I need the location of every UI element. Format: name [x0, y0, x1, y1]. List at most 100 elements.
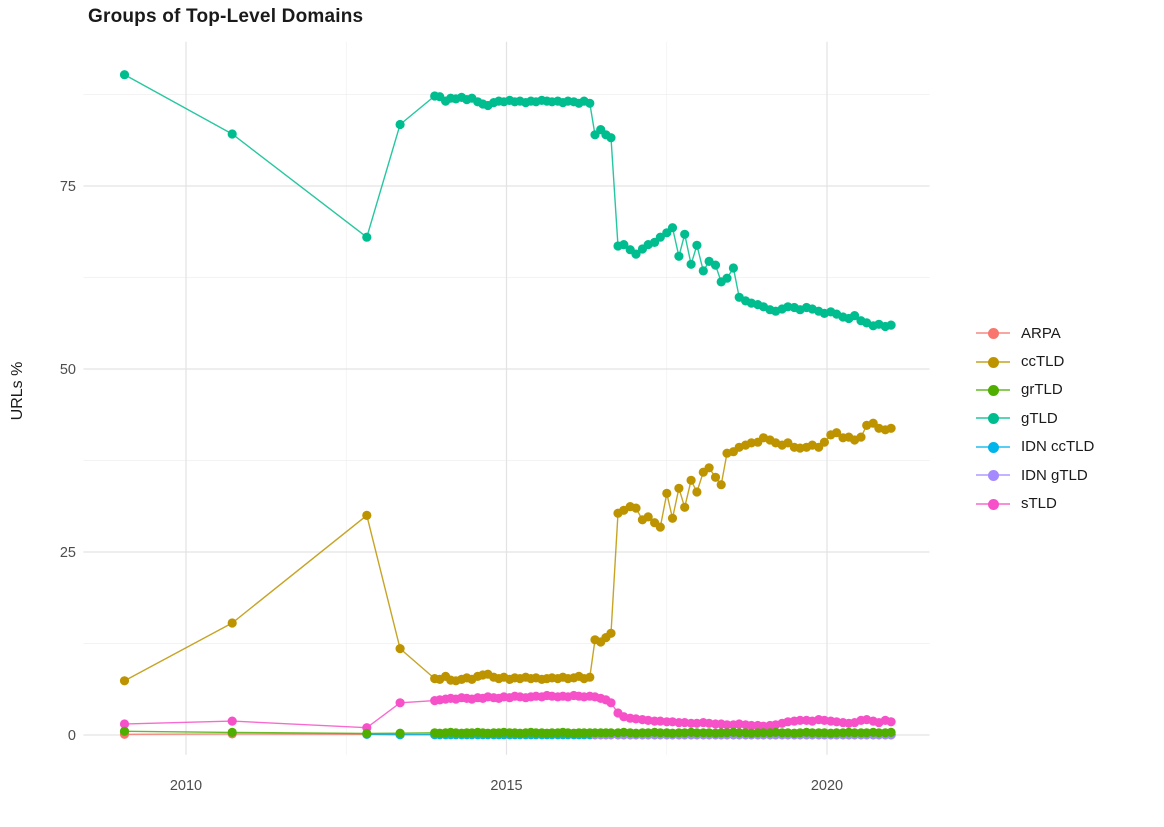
series-point-ccTLD [819, 437, 830, 447]
series-point-gTLD [227, 129, 237, 139]
series-point-sTLD [606, 698, 616, 708]
series-point-grTLD [862, 728, 872, 738]
series-point-gTLD [692, 240, 702, 250]
series-point-sTLD [746, 720, 757, 731]
series-point-grTLD [874, 728, 884, 738]
series-point-gTLD [722, 273, 732, 283]
series-point-ccTLD [643, 512, 653, 522]
series-point-ccTLD [667, 513, 678, 523]
series-point-gTLD [655, 232, 665, 242]
series-point-sTLD [722, 720, 732, 730]
series-point-ccTLD [856, 432, 866, 442]
legend-item-gTLD: gTLD [976, 404, 1094, 432]
series-point-sTLD [119, 719, 130, 729]
series-point-gTLD [667, 223, 678, 233]
x-tick-label: 2020 [811, 778, 843, 794]
legend-key-icon [976, 326, 1010, 340]
legend-key-dot [988, 413, 999, 425]
series-point-ccTLD [710, 472, 721, 482]
legend-key-dot [988, 356, 999, 368]
legend-label: IDN gTLD [1021, 466, 1088, 484]
series-point-ccTLD [783, 438, 793, 448]
series-point-ccTLD [832, 428, 842, 438]
series-point-grTLD [227, 727, 237, 738]
series-point-ccTLD [631, 503, 641, 513]
series-point-grTLD [692, 728, 702, 738]
series-point-gTLD [395, 119, 405, 130]
series-point-ccTLD [362, 510, 372, 520]
legend-key-dot [988, 441, 999, 453]
series-point-grTLD [758, 728, 769, 738]
legend-key-dot [988, 470, 999, 482]
series-point-gTLD [850, 311, 860, 321]
series-point-ccTLD [662, 488, 672, 498]
series-line-gTLD [124, 74, 892, 328]
y-tick-label: 75 [60, 179, 76, 195]
series-point-gTLD [698, 266, 708, 276]
legend-item-grTLD: grTLD [976, 376, 1094, 404]
legend-key-icon [976, 411, 1010, 425]
x-tick-label: 2010 [170, 778, 202, 794]
legend-label: IDN ccTLD [1021, 438, 1095, 456]
series-point-grTLD [606, 728, 616, 738]
series-point-grTLD [832, 728, 842, 738]
series-point-grTLD [850, 728, 860, 738]
series-point-gTLD [728, 263, 739, 273]
legend-key-icon [976, 355, 1010, 369]
series-point-gTLD [680, 229, 690, 239]
legend-label: ARPA [1021, 324, 1061, 342]
legend-item-IDN-gTLD: IDN gTLD [976, 461, 1094, 489]
series-point-sTLD [395, 698, 405, 708]
legend-key-dot [988, 384, 999, 396]
legend-key-icon [976, 440, 1010, 454]
legend-key-dot [988, 328, 999, 340]
legend-item-ARPA: ARPA [976, 319, 1094, 347]
series-point-ccTLD [395, 644, 405, 654]
series-point-grTLD [362, 728, 372, 739]
series-point-gTLD [710, 260, 721, 270]
series-point-ccTLD [227, 618, 237, 628]
series-point-gTLD [619, 240, 629, 250]
series-point-gTLD [362, 232, 372, 242]
legend-label: grTLD [1021, 381, 1063, 399]
x-tick-label: 2015 [490, 778, 522, 794]
series-point-grTLD [886, 727, 896, 738]
series-point-grTLD [119, 726, 130, 736]
series-point-ccTLD [886, 423, 896, 433]
series-point-gTLD [119, 70, 130, 80]
series-point-grTLD [655, 728, 665, 738]
series-point-gTLD [606, 133, 616, 143]
legend-item-ccTLD: ccTLD [976, 347, 1094, 375]
legend-item-sTLD: sTLD [976, 489, 1094, 517]
series-point-ccTLD [680, 502, 690, 512]
series-point-gTLD [686, 259, 696, 269]
series-point-ccTLD [674, 483, 684, 493]
series-point-gTLD [886, 320, 896, 330]
series-point-ccTLD [606, 628, 616, 638]
series-point-gTLD [674, 251, 684, 261]
y-tick-label: 50 [60, 362, 76, 378]
series-point-ccTLD [655, 522, 665, 532]
legend-key-icon [976, 383, 1010, 397]
series-point-gTLD [631, 249, 641, 259]
series-point-grTLD [734, 728, 744, 738]
legend-key-icon [976, 468, 1010, 482]
series-point-ccTLD [692, 487, 702, 497]
series-point-sTLD [886, 717, 896, 727]
series-point-sTLD [795, 715, 805, 726]
legend-key-dot [988, 498, 999, 510]
legend-label: ccTLD [1021, 353, 1065, 371]
legend-item-IDN-ccTLD: IDN ccTLD [976, 433, 1094, 461]
legend-label: sTLD [1021, 495, 1057, 513]
y-tick-label: 0 [68, 728, 76, 744]
chart-title: Groups of Top-Level Domains [88, 6, 364, 27]
series-point-sTLD [227, 716, 237, 726]
series-point-ccTLD [704, 463, 714, 473]
series-point-ccTLD [686, 475, 696, 485]
series-point-gTLD [585, 98, 595, 108]
series-point-grTLD [395, 728, 405, 738]
legend: ARPA ccTLD grTLD gTLD IDN ccTLD IDN gTLD sTLD [976, 319, 1094, 518]
series-point-ccTLD [716, 480, 726, 490]
